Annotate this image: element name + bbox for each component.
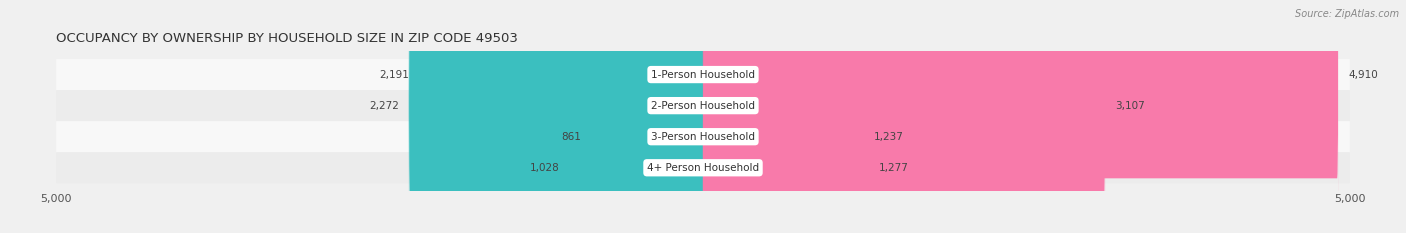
FancyBboxPatch shape [56,152,1350,183]
Text: 1,237: 1,237 [873,132,903,142]
FancyBboxPatch shape [419,0,703,233]
Text: 2,272: 2,272 [368,101,399,111]
FancyBboxPatch shape [703,0,869,233]
Text: 1,028: 1,028 [530,163,560,173]
FancyBboxPatch shape [56,59,1350,90]
FancyBboxPatch shape [56,90,1350,121]
Text: Source: ZipAtlas.com: Source: ZipAtlas.com [1295,9,1399,19]
Text: 2-Person Household: 2-Person Household [651,101,755,111]
FancyBboxPatch shape [703,0,1339,233]
FancyBboxPatch shape [409,0,703,233]
FancyBboxPatch shape [592,0,703,233]
Text: 3-Person Household: 3-Person Household [651,132,755,142]
Text: OCCUPANCY BY OWNERSHIP BY HOUSEHOLD SIZE IN ZIP CODE 49503: OCCUPANCY BY OWNERSHIP BY HOUSEHOLD SIZE… [56,32,519,45]
Text: 2,191: 2,191 [380,70,409,79]
FancyBboxPatch shape [703,0,863,233]
Text: 4,910: 4,910 [1348,70,1378,79]
FancyBboxPatch shape [703,0,1105,233]
Text: 1-Person Household: 1-Person Household [651,70,755,79]
Text: 4+ Person Household: 4+ Person Household [647,163,759,173]
Text: 1,277: 1,277 [879,163,908,173]
FancyBboxPatch shape [569,0,703,233]
Text: 3,107: 3,107 [1115,101,1144,111]
Text: 861: 861 [561,132,581,142]
FancyBboxPatch shape [56,121,1350,152]
